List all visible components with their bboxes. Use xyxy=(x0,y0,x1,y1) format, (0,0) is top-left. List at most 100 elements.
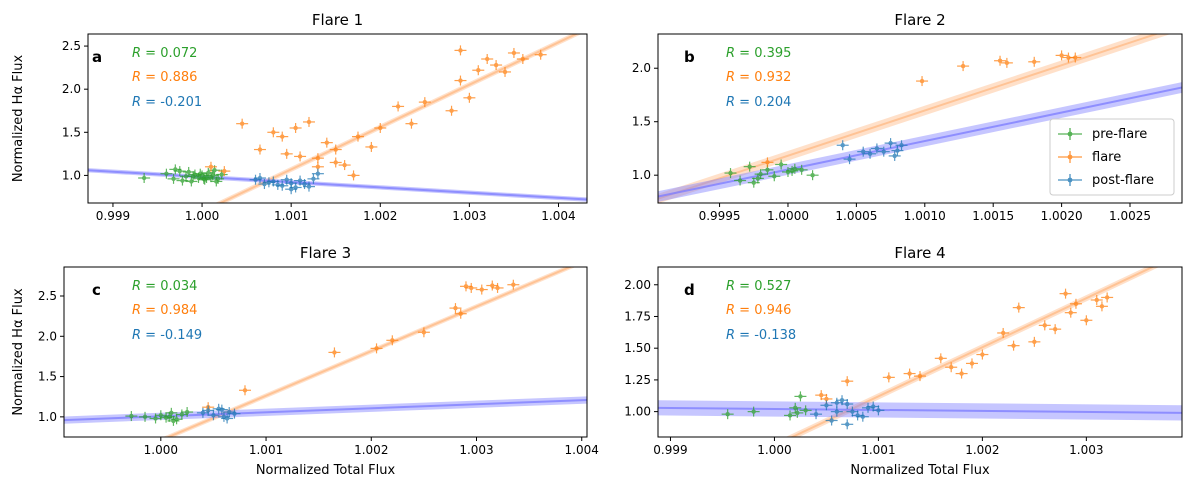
data-point xyxy=(218,166,231,177)
data-point xyxy=(445,105,458,116)
y-tick-label: 1.75 xyxy=(624,309,651,323)
axes-frame xyxy=(87,33,588,204)
x-tick-label: 1.0025 xyxy=(1109,209,1151,223)
data-point xyxy=(724,168,737,179)
data-point xyxy=(167,173,180,184)
data-point xyxy=(1064,307,1077,318)
data-point xyxy=(311,153,324,164)
series-pre-flare xyxy=(721,391,812,421)
x-tick-label: 0.999 xyxy=(96,209,130,223)
data-point xyxy=(165,407,178,418)
legend-label-pre-flare: pre-flare xyxy=(1092,127,1147,142)
y-tick-label: 1.5 xyxy=(38,370,57,384)
data-point xyxy=(841,419,854,430)
series-post-flare xyxy=(810,395,885,430)
x-tick-label: 1.0010 xyxy=(904,209,946,223)
data-point xyxy=(329,144,342,155)
data-point xyxy=(916,76,929,87)
series-pre-flare xyxy=(138,164,228,187)
legend-marker-pre-flare xyxy=(1058,128,1082,140)
data-point xyxy=(864,148,877,159)
panel-label: b xyxy=(684,48,695,66)
data-point xyxy=(882,372,895,383)
x-tick-label: 1.0000 xyxy=(767,209,809,223)
data-point xyxy=(734,175,747,186)
data-point xyxy=(197,173,210,184)
data-point xyxy=(841,376,854,387)
data-point xyxy=(1055,50,1068,61)
data-point xyxy=(1069,52,1082,63)
y-tick-label: 2.5 xyxy=(62,39,81,53)
data-point xyxy=(997,327,1010,338)
data-point xyxy=(789,402,802,413)
panel-3: 1.000 1.001 1.002 1.003 1.004 1.0 1.5 2.0 2.5 Fla… xyxy=(11,244,599,478)
panel-1: 0.999 1.000 1.001 1.002 1.003 1.004 1.0 1.5 2.0 2… xyxy=(11,11,588,223)
series-flare xyxy=(204,45,547,181)
data-point xyxy=(775,159,788,170)
axes-frame xyxy=(63,266,588,438)
data-point xyxy=(806,170,819,181)
data-point xyxy=(1080,315,1093,326)
r-value-pre-flare: R = 0.072 xyxy=(132,46,197,61)
data-point xyxy=(320,137,333,148)
r-value-flare: R = 0.946 xyxy=(726,303,791,318)
data-point xyxy=(465,282,478,293)
legend: pre-flare flare post-flare xyxy=(1049,118,1175,196)
fit-line-flare xyxy=(218,34,579,203)
fit-line-post-flare xyxy=(658,86,1182,198)
data-point xyxy=(285,184,298,195)
data-point xyxy=(202,405,215,416)
data-point xyxy=(1028,336,1041,347)
data-point xyxy=(957,61,970,72)
data-point xyxy=(280,174,293,185)
data-point xyxy=(138,172,151,183)
x-tick-label: 1.001 xyxy=(249,443,283,457)
data-point xyxy=(491,282,504,293)
data-point xyxy=(289,122,302,133)
data-point xyxy=(185,176,198,187)
data-point xyxy=(743,161,756,172)
data-point xyxy=(994,55,1007,66)
data-point xyxy=(253,144,266,155)
y-tick-label: 1.0 xyxy=(632,168,651,182)
data-point xyxy=(181,407,194,418)
data-point xyxy=(238,385,251,396)
plot-area xyxy=(658,267,1182,437)
x-tick-label: 1.000 xyxy=(757,443,791,457)
panel-title: Flare 4 xyxy=(894,244,945,262)
data-point xyxy=(175,409,188,420)
data-point xyxy=(418,97,431,108)
data-point xyxy=(747,406,760,417)
panel-label: c xyxy=(92,281,101,299)
y-tick-label: 1.00 xyxy=(624,405,651,419)
r-value-pre-flare: R = 0.034 xyxy=(132,279,197,294)
data-point xyxy=(825,415,838,426)
data-point xyxy=(307,173,320,184)
data-point xyxy=(1049,324,1062,335)
data-point xyxy=(1101,292,1114,303)
r-value-flare: R = 0.932 xyxy=(726,70,791,85)
data-point xyxy=(365,141,378,152)
y-tick-label: 1.0 xyxy=(62,168,81,182)
data-point xyxy=(169,164,182,175)
data-point xyxy=(794,391,807,402)
x-tick-label: 0.999 xyxy=(653,443,687,457)
panel-title: Flare 3 xyxy=(300,244,351,262)
data-point xyxy=(1038,320,1051,331)
data-point xyxy=(891,145,904,156)
series-post-flare xyxy=(836,138,908,165)
x-tick-label: 1.0020 xyxy=(1041,209,1083,223)
data-point xyxy=(194,168,207,179)
data-point xyxy=(160,168,173,179)
data-point xyxy=(795,164,808,175)
panel-4: 0.999 1.000 1.001 1.002 1.003 1.00 1.25 1.50 1.7… xyxy=(624,244,1183,478)
data-point xyxy=(294,151,307,162)
data-point xyxy=(914,371,926,382)
y-tick-label: 1.0 xyxy=(38,410,57,424)
data-point xyxy=(463,92,476,103)
data-point xyxy=(228,408,241,419)
r-value-flare: R = 0.984 xyxy=(132,303,197,318)
legend-marker-flare xyxy=(1058,151,1082,163)
x-tick-label: 1.003 xyxy=(1069,443,1103,457)
